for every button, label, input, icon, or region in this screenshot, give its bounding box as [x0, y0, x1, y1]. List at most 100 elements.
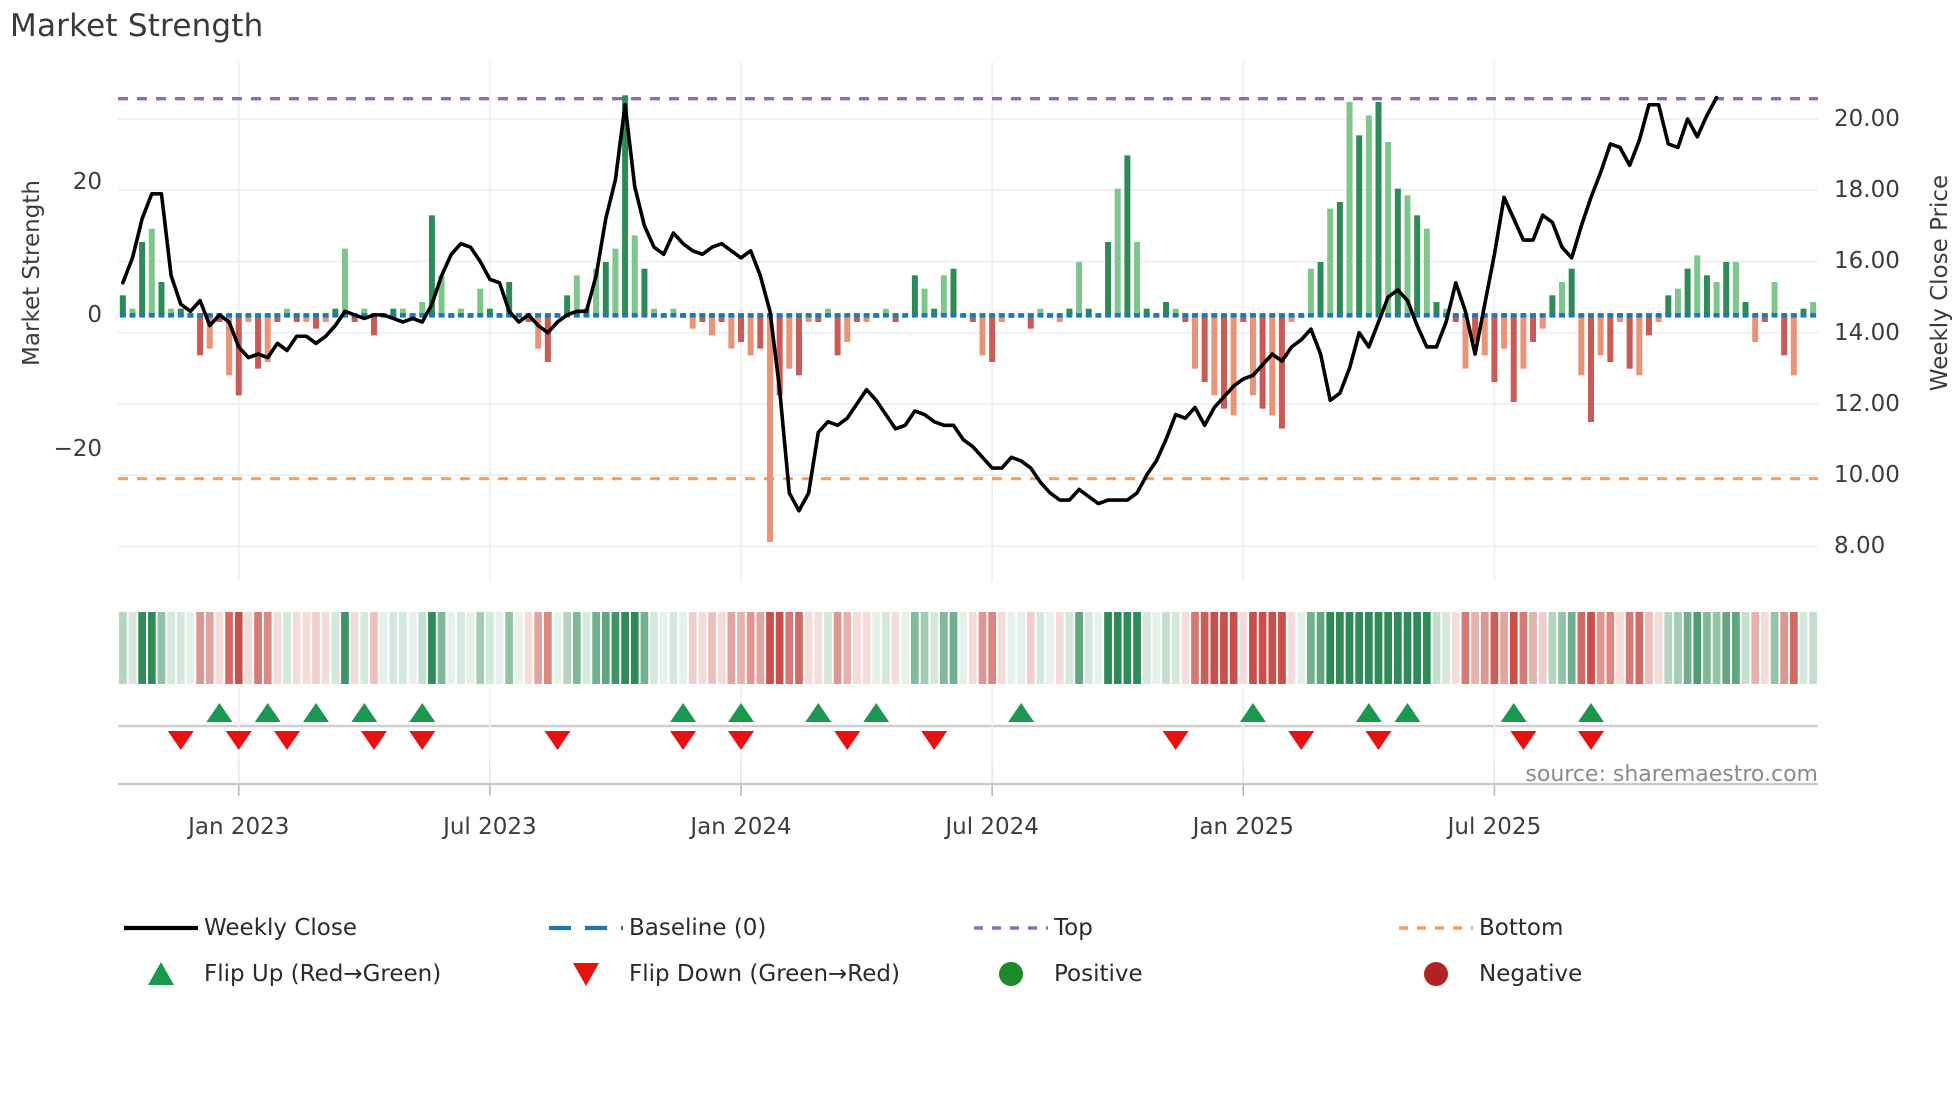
legend-row: Weekly Close Baseline (0) Top Bottom [118, 905, 1818, 951]
y-axis-right-ticks: 20.00 18.00 16.00 14.00 12.00 10.00 8.00 [1826, 62, 1956, 582]
heat-strip-cell [1799, 612, 1808, 684]
heat-strip-cell [1065, 612, 1074, 684]
heat-strip-cell [1278, 612, 1286, 684]
heat-strip-cell [862, 612, 871, 684]
strength-bar [738, 315, 745, 342]
strength-bar [119, 295, 126, 316]
heat-strip-cell [1616, 612, 1624, 684]
negative-dot-icon [1424, 962, 1448, 986]
strength-bar [776, 315, 783, 396]
heat-strip-cell [1558, 612, 1566, 684]
strength-bar [573, 275, 580, 316]
heat-strip-cell [833, 612, 842, 684]
legend-flip-down[interactable]: Flip Down (Green→Red) [543, 951, 968, 997]
strength-bar [1626, 315, 1633, 369]
heat-strip-cell [1026, 612, 1035, 684]
legend-bottom[interactable]: Bottom [1393, 905, 1818, 951]
main-plot-area [118, 62, 1818, 582]
heat-strip-cell [1577, 612, 1586, 684]
heat-strip-cell [1017, 612, 1025, 684]
heat-strip-cell [273, 612, 282, 684]
heat-strip-cell [205, 612, 214, 684]
strength-bar [689, 315, 696, 329]
heat-strip-cell [1316, 612, 1325, 684]
heat-strip-cell [872, 612, 881, 684]
heat-strip-cell [1480, 612, 1489, 684]
legend-top[interactable]: Top [968, 905, 1393, 951]
legend-label: Top [1054, 915, 1093, 941]
heat-strip-cell [920, 612, 929, 684]
strength-bar [284, 308, 291, 316]
legend-negative[interactable]: Negative [1393, 951, 1818, 997]
strength-bar [1114, 188, 1121, 316]
flip-up-marker [409, 703, 436, 722]
plot-svg [118, 62, 1818, 582]
heat-strip-cell [1210, 612, 1219, 684]
heat-strip-cell [1693, 612, 1702, 684]
legend-label: Bottom [1479, 915, 1564, 941]
strength-bar [718, 315, 725, 322]
heat-strip-cell [543, 612, 552, 684]
strength-bar [979, 315, 986, 356]
heat-strip-cell [1152, 612, 1161, 684]
heat-strip-cell [1181, 612, 1190, 684]
heat-strip-cell [1587, 612, 1595, 684]
heat-strip-cell [457, 612, 465, 684]
heat-strip-cell [1703, 612, 1711, 684]
heat-strip-cell [1789, 612, 1798, 684]
heat-strip-cell [1142, 612, 1151, 684]
heat-strip-cell [1287, 612, 1296, 684]
legend-weekly-close[interactable]: Weekly Close [118, 905, 543, 951]
strength-bar [1530, 315, 1537, 342]
strength-bar [419, 302, 426, 316]
strength-bar [216, 315, 223, 322]
positive-dot-icon [999, 962, 1023, 986]
strength-bar [1182, 315, 1189, 322]
heat-strip-cell [1364, 612, 1373, 684]
strength-bar [853, 315, 860, 322]
flip-down-marker [167, 731, 194, 750]
strength-bar [921, 288, 928, 316]
legend-positive[interactable]: Positive [968, 951, 1393, 997]
legend-flip-up[interactable]: Flip Up (Red→Green) [118, 951, 543, 997]
legend-baseline[interactable]: Baseline (0) [543, 905, 968, 951]
heat-strip-cell [911, 612, 919, 684]
heat-strip-cell [254, 612, 262, 684]
strength-bar [361, 308, 368, 316]
strength-bar [1327, 208, 1334, 316]
heat-strip-cell [930, 612, 939, 684]
strength-bar [641, 268, 648, 316]
flip-down-marker [921, 731, 948, 750]
strength-bar [1510, 315, 1517, 402]
strength-bar [1771, 282, 1778, 316]
heat-strip-cell [698, 612, 707, 684]
heat-strip-cell [312, 612, 320, 684]
strength-bar [235, 315, 242, 396]
heat-strip-cell [1809, 612, 1818, 684]
y-axis-right-tick: 16.00 [1834, 248, 1900, 275]
strength-bar [1336, 202, 1343, 316]
flip-up-marker [805, 703, 832, 722]
heat-strip-cell [1490, 612, 1499, 684]
heat-strip-cell [843, 612, 852, 684]
y-axis-left-ticks: 20 0 −20 [0, 62, 110, 582]
heat-strip-cell [534, 612, 543, 684]
flip-up-marker [1394, 703, 1421, 722]
strength-bar [670, 308, 677, 316]
strength-bar [486, 308, 493, 316]
strength-bar [892, 315, 899, 322]
strength-bar [1472, 315, 1479, 342]
strength-bar [399, 308, 406, 316]
heat-strip-cell [1229, 612, 1238, 684]
heat-strip-cell [853, 612, 861, 684]
heat-strip-cell [882, 612, 890, 684]
strength-bar [1414, 215, 1421, 316]
heat-strip-cell [350, 612, 359, 684]
strength-bar [1781, 315, 1788, 356]
heat-strip-cell [495, 612, 504, 684]
legend-label: Negative [1479, 961, 1583, 987]
strength-bar [390, 308, 397, 316]
heat-strip-cell [399, 612, 407, 684]
legend-marker-wrap [118, 957, 204, 991]
heat-strip-cell [428, 612, 436, 684]
